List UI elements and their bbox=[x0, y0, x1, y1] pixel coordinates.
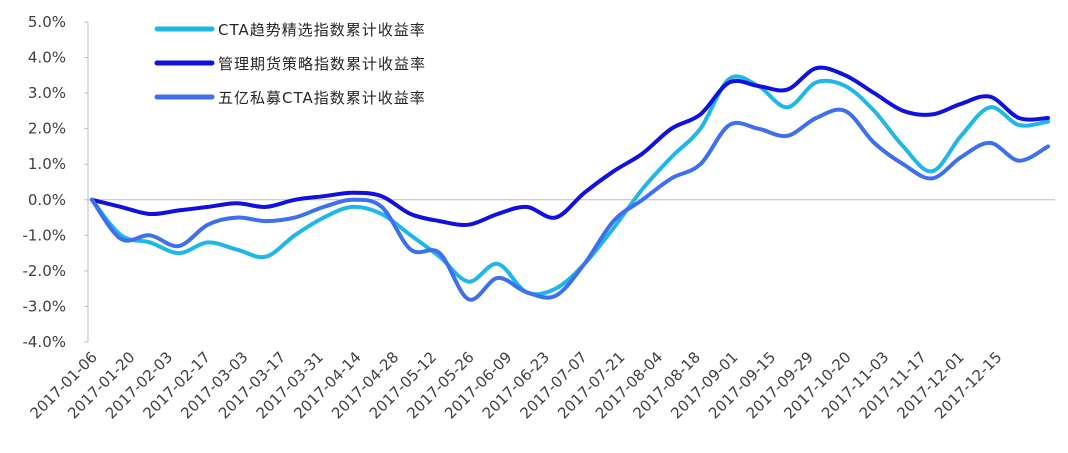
y-axis: 5.0% 4.0% 3.0% 2.0% 1.0% 0.0% -1.0% -2.0% -3.0% -… bbox=[22, 13, 89, 351]
y-tick-label: -3.0% bbox=[22, 297, 66, 315]
series-line-1 bbox=[90, 74, 1050, 297]
y-tick-label: 0.0% bbox=[28, 191, 66, 209]
y-tick-label: -1.0% bbox=[22, 226, 66, 244]
y-tick-label: 5.0% bbox=[28, 13, 66, 31]
y-tick-label: 4.0% bbox=[28, 49, 66, 67]
y-tick-label: -4.0% bbox=[22, 333, 66, 351]
legend-label-2: 管理期货策略指数累计收益率 bbox=[218, 55, 426, 73]
legend: CTA趋势精选指数累计收益率管理期货策略指数累计收益率五亿私募CTA指数累计收益… bbox=[154, 21, 426, 107]
x-axis: 2017-01-062017-01-202017-02-032017-02-17… bbox=[26, 199, 1055, 422]
series-layer bbox=[90, 65, 1050, 302]
y-tick-label: -2.0% bbox=[22, 262, 66, 280]
series-line-3 bbox=[90, 107, 1050, 302]
y-tick-label: 3.0% bbox=[28, 84, 66, 102]
series-line-2 bbox=[90, 65, 1050, 227]
y-tick-label: 2.0% bbox=[28, 120, 66, 138]
y-tick-label: 1.0% bbox=[28, 155, 66, 173]
legend-label-3: 五亿私募CTA指数累计收益率 bbox=[218, 89, 426, 107]
legend-label-1: CTA趋势精选指数累计收益率 bbox=[218, 21, 426, 39]
